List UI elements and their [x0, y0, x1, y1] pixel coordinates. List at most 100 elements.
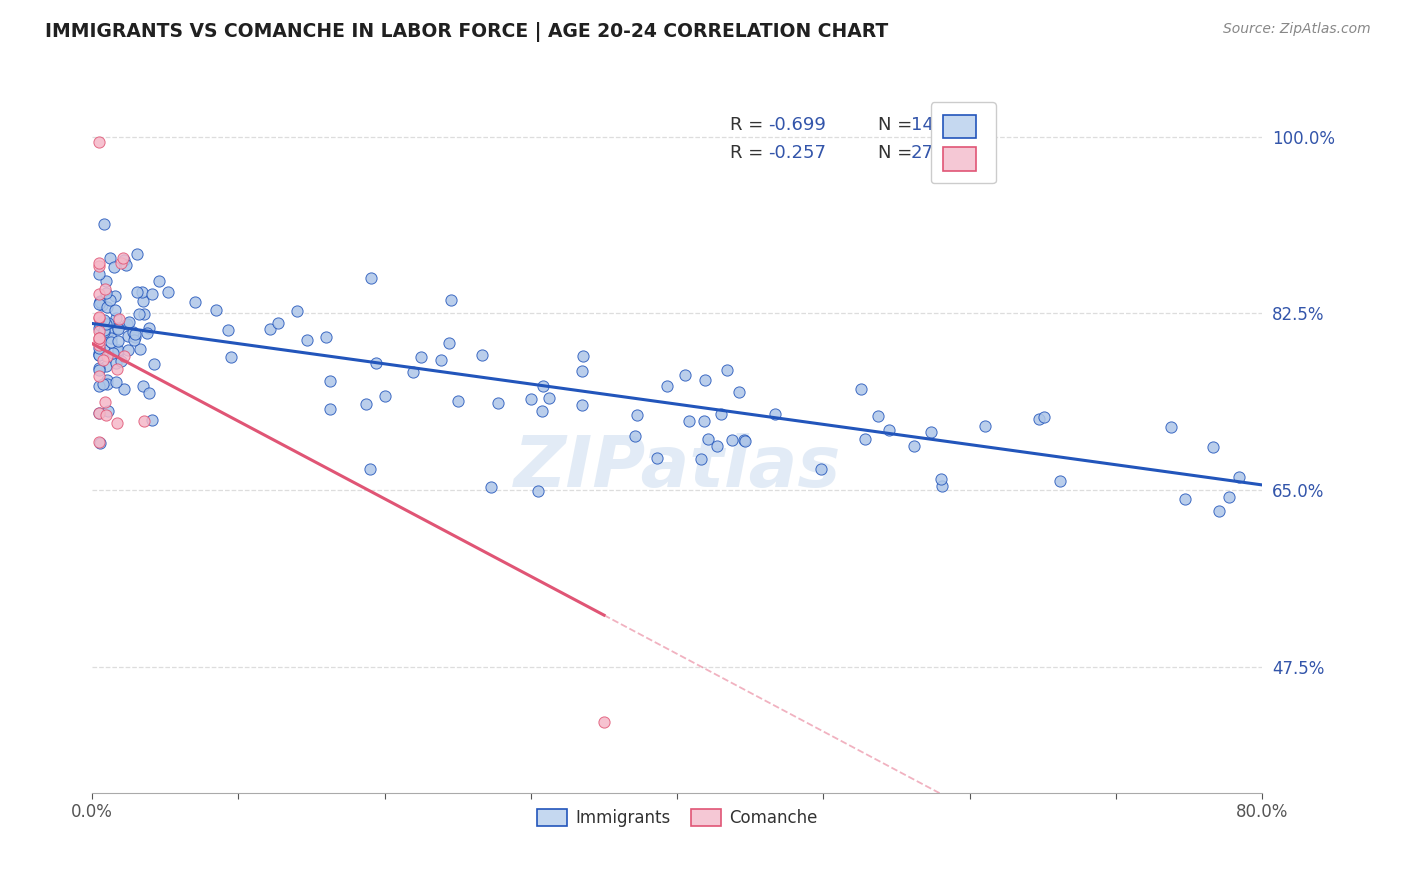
Point: [89, 287, 111, 301]
Point: [531, 378, 554, 392]
Point: [108, 312, 131, 326]
Point: [131, 285, 153, 299]
Point: [471, 348, 494, 362]
Point: [315, 330, 337, 344]
Point: [409, 350, 432, 364]
Point: [97, 403, 120, 417]
Point: [866, 409, 889, 423]
Point: [89, 406, 111, 420]
Point: [89, 406, 111, 420]
Point: [706, 439, 728, 453]
Point: [285, 304, 308, 318]
Point: [110, 256, 132, 270]
Point: [693, 414, 716, 428]
Point: [1033, 409, 1056, 424]
Point: [97, 324, 120, 338]
Point: [447, 394, 470, 409]
Point: [124, 330, 146, 344]
Point: [105, 416, 128, 430]
Point: [710, 408, 733, 422]
Text: Source: ZipAtlas.com: Source: ZipAtlas.com: [1223, 22, 1371, 37]
Point: [219, 350, 242, 364]
Point: [319, 374, 342, 388]
Point: [89, 311, 111, 326]
Point: [156, 285, 179, 300]
Point: [96, 300, 118, 314]
Point: [645, 450, 668, 465]
Point: [100, 335, 122, 350]
Point: [117, 317, 139, 331]
Point: [112, 349, 135, 363]
Point: [89, 318, 111, 333]
Point: [89, 256, 111, 270]
Point: [96, 376, 118, 391]
Point: [105, 356, 128, 370]
Point: [117, 315, 139, 329]
Point: [91, 352, 114, 367]
Point: [572, 349, 595, 363]
Point: [402, 365, 425, 379]
Point: [903, 439, 925, 453]
Point: [89, 259, 111, 273]
Point: [89, 348, 111, 362]
Point: [132, 308, 155, 322]
Point: [141, 287, 163, 301]
Point: [437, 335, 460, 350]
Point: [527, 483, 550, 498]
Point: [89, 267, 111, 281]
Point: [571, 364, 593, 378]
Point: [259, 322, 281, 336]
Point: [734, 434, 756, 449]
Point: [104, 310, 127, 325]
Point: [127, 246, 149, 260]
Point: [131, 293, 153, 308]
Point: [593, 714, 616, 729]
Text: R =: R =: [730, 145, 769, 162]
Point: [93, 312, 115, 326]
Point: [716, 363, 738, 377]
Point: [89, 310, 111, 324]
Point: [94, 285, 117, 300]
Point: [93, 395, 115, 409]
Point: [104, 375, 127, 389]
Point: [89, 379, 111, 393]
Point: [98, 293, 121, 307]
Point: [89, 360, 111, 375]
Point: [96, 359, 118, 374]
Point: [655, 379, 678, 393]
Point: [93, 217, 115, 231]
Point: [89, 435, 111, 450]
Point: [520, 392, 543, 406]
Text: 27: 27: [911, 145, 934, 162]
Point: [141, 412, 163, 426]
Point: [1049, 474, 1071, 488]
Point: [89, 348, 111, 362]
Point: [96, 350, 118, 364]
Point: [89, 341, 111, 355]
Point: [733, 433, 755, 447]
Point: [360, 271, 382, 285]
Point: [138, 321, 160, 335]
Point: [295, 333, 318, 347]
Point: [696, 433, 718, 447]
Point: [107, 334, 129, 349]
Point: [117, 329, 139, 343]
Point: [90, 298, 112, 312]
Point: [90, 315, 112, 329]
Point: [877, 423, 900, 437]
Point: [89, 297, 111, 311]
Point: [124, 327, 146, 342]
Point: [89, 345, 111, 359]
Point: [763, 407, 786, 421]
Point: [929, 472, 952, 486]
Point: [134, 414, 156, 428]
Point: [103, 302, 125, 317]
Point: [853, 432, 876, 446]
Point: [96, 373, 118, 387]
Text: N =: N =: [879, 116, 918, 134]
Point: [439, 293, 461, 307]
Legend: Immigrants, Comanche: Immigrants, Comanche: [530, 802, 824, 834]
Point: [488, 395, 510, 409]
Point: [89, 325, 111, 339]
Point: [678, 414, 700, 428]
